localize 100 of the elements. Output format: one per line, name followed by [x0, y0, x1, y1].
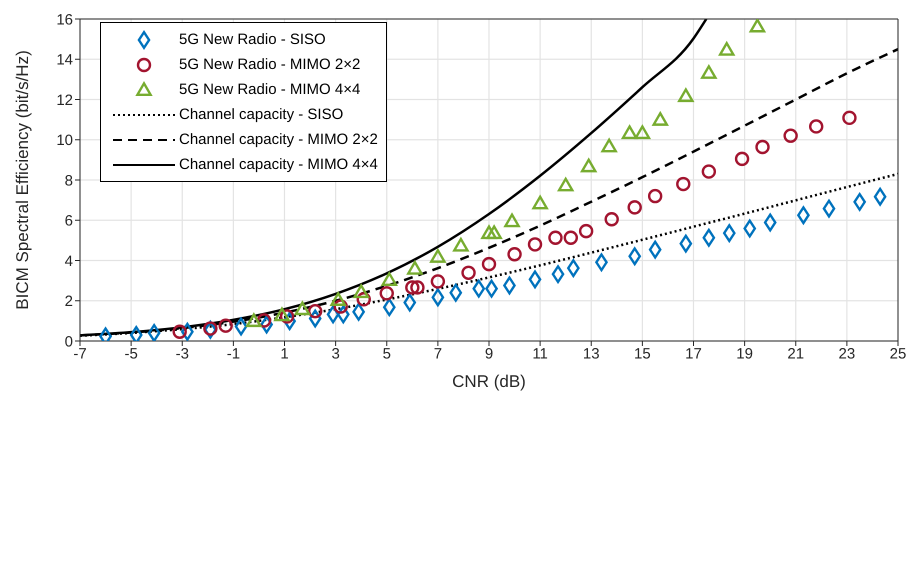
point [461, 266, 476, 280]
point [148, 324, 160, 341]
x-tick-label: -1 [226, 346, 240, 363]
x-tick-label: 19 [736, 346, 753, 363]
y-tick-label: 10 [56, 132, 73, 150]
point [580, 158, 596, 172]
legend-label: Channel capacity - SISO [179, 106, 344, 123]
y-tick-label: 4 [64, 252, 73, 270]
point [326, 305, 340, 324]
x-tick-label: 7 [434, 346, 442, 363]
legend-label: 5G New Radio - SISO [179, 31, 326, 48]
point [567, 259, 580, 278]
point [218, 318, 233, 333]
x-tick-label: 1 [280, 346, 289, 363]
point [652, 112, 668, 126]
point [528, 237, 542, 252]
point [353, 284, 369, 298]
point [755, 140, 770, 154]
point [764, 213, 776, 232]
point [853, 192, 866, 211]
y-tick-label: 12 [56, 92, 73, 109]
point [822, 200, 836, 218]
point [204, 320, 217, 339]
point [842, 110, 857, 126]
point [504, 213, 520, 228]
legend-label: 5G New Radio - MIMO 4×4 [179, 81, 360, 98]
point [283, 312, 296, 330]
point [382, 272, 398, 286]
point [628, 247, 642, 266]
y-tick-label: 2 [64, 293, 73, 310]
x-tick-label: 23 [838, 346, 856, 363]
x-tick-label: 17 [685, 346, 702, 363]
point [601, 138, 617, 152]
point [430, 274, 446, 289]
point [734, 152, 750, 166]
point [203, 321, 218, 336]
point [256, 313, 272, 328]
point [453, 238, 469, 252]
point [797, 206, 810, 224]
x-tick-label: 13 [582, 346, 600, 363]
x-axis-title: CNR (dB) [452, 372, 526, 391]
point [702, 228, 716, 247]
point [407, 260, 423, 275]
point [680, 234, 692, 253]
point [274, 307, 290, 322]
point [472, 280, 486, 298]
x-tick-label: 25 [890, 346, 906, 363]
point [528, 270, 542, 288]
legend-label: 5G New Radio - MIMO 2×2 [179, 56, 360, 73]
x-tick-label: 11 [532, 346, 548, 363]
x-tick-label: 3 [331, 346, 340, 363]
point [430, 249, 446, 263]
point [722, 224, 736, 242]
legend-label: Channel capacity - MIMO 2×2 [179, 131, 378, 148]
point [308, 309, 322, 328]
point [648, 188, 662, 204]
point [676, 176, 690, 192]
x-tick-label: 21 [787, 346, 804, 363]
point [634, 125, 650, 140]
point [308, 304, 322, 318]
point [234, 318, 248, 336]
point [874, 188, 886, 206]
y-tick-label: 8 [64, 172, 73, 190]
point [678, 88, 694, 102]
x-tick-label: 9 [484, 346, 494, 363]
point [181, 322, 194, 341]
y-tick-label: 16 [56, 11, 73, 28]
point [449, 284, 462, 302]
point [380, 286, 394, 301]
point [352, 302, 365, 321]
x-tick-label: 5 [382, 346, 391, 363]
x-tick-label: -3 [176, 346, 189, 363]
point [628, 200, 642, 215]
point [405, 280, 420, 295]
point [578, 224, 594, 238]
point [552, 265, 564, 284]
point [783, 128, 798, 143]
point [481, 225, 497, 240]
point [702, 164, 716, 179]
point [507, 247, 522, 262]
point [548, 230, 563, 245]
point [718, 42, 735, 56]
point [356, 292, 371, 307]
point [485, 280, 498, 298]
point [383, 298, 396, 316]
x-tick-label: -7 [73, 346, 87, 363]
point [260, 316, 273, 334]
point [482, 256, 496, 272]
point [743, 220, 756, 238]
y-axis-title: BICM Spectral Efficiency (bit/s/Hz) [13, 50, 32, 310]
point [330, 292, 346, 306]
point [532, 196, 548, 210]
x-tick-label: 15 [634, 346, 651, 363]
point [503, 276, 516, 294]
point [558, 178, 574, 192]
point [595, 253, 608, 272]
point [280, 309, 294, 324]
y-tick-label: 6 [64, 212, 73, 230]
y-tick-label: 0 [64, 333, 73, 350]
point [336, 305, 350, 324]
